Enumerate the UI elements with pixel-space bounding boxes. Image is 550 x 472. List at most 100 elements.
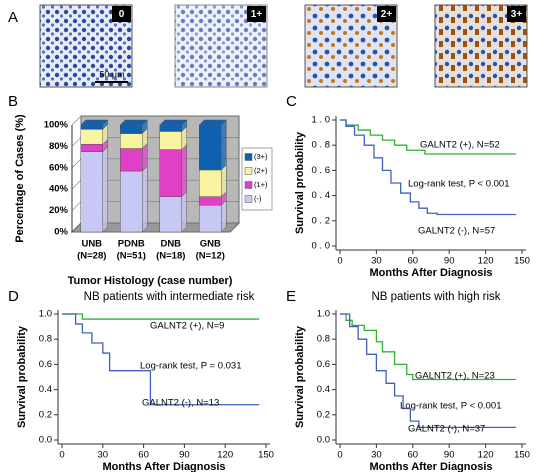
- y-axis-label: Percentage of Cases (%): [14, 114, 26, 243]
- bar-segment: [199, 124, 222, 171]
- annotation: Log-rank test, P = 0.031: [140, 361, 242, 372]
- label-box: [247, 6, 266, 22]
- bar-segment: [159, 131, 182, 150]
- legend-label: (3+): [254, 152, 268, 161]
- bar-side: [181, 191, 187, 233]
- y-axis-label: Survival probability: [16, 325, 28, 428]
- image-label: 1+: [251, 9, 263, 20]
- y-tick-label: 0.4: [39, 384, 52, 395]
- bar-side: [142, 165, 148, 233]
- annotation: Log-rank test, P < 0.001: [400, 401, 502, 412]
- y-tick-label: 0.8: [317, 334, 330, 345]
- legend-swatch: [244, 153, 253, 161]
- legend-label: (2+): [254, 166, 268, 175]
- bar-top: [159, 119, 188, 126]
- y-tick-label: 0 . 8: [312, 140, 331, 151]
- x-tick-label: 60: [408, 450, 419, 461]
- y-tick-label: 0.2: [39, 409, 52, 420]
- x-tick-label: 30: [371, 256, 382, 267]
- y-tick-label: 0 . 4: [312, 190, 331, 201]
- y-tick-label: 0.2: [317, 409, 330, 420]
- panel-letter: A: [8, 9, 18, 26]
- x-tick-label: 90: [444, 256, 455, 267]
- legend-label: (-): [254, 194, 262, 203]
- legend-swatch: [244, 167, 253, 175]
- x-tick-label: 0: [59, 450, 64, 461]
- x-tick-label: PDNB: [118, 239, 145, 250]
- y-tick-label: 0%: [54, 227, 68, 238]
- bar-segment: [80, 144, 103, 152]
- x-tick-label: 90: [179, 450, 190, 461]
- label-box: [112, 6, 131, 22]
- x-tick-note: (N=51): [117, 251, 146, 262]
- survival-curve: [62, 313, 260, 406]
- survival-curve: [340, 119, 516, 216]
- survival-curve: [340, 313, 516, 429]
- annotation: GALNT2 (-), N=13: [142, 398, 219, 409]
- bar-segment: [199, 169, 222, 197]
- annotation: GALNT2 (-), N=57: [418, 226, 495, 237]
- grid-line: [71, 115, 239, 126]
- y-tick-label: 0.0: [317, 435, 330, 446]
- y-tick-label: 0.8: [39, 334, 52, 345]
- x-tick-label: 120: [478, 450, 494, 461]
- survival-curve: [340, 313, 516, 381]
- survival-curve: [340, 119, 516, 155]
- annotation: GALNT2 (+), N=52: [420, 140, 500, 151]
- y-tick-label: 0 . 2: [312, 215, 331, 226]
- x-tick-label: 120: [217, 450, 233, 461]
- y-axis-label: Survival probability: [294, 131, 306, 234]
- chart-title: NB patients with high risk: [371, 291, 500, 303]
- y-tick-label: 1.0: [39, 309, 52, 320]
- bar-segment: [80, 124, 103, 130]
- x-tick-label: 150: [514, 450, 530, 461]
- bar-side: [102, 146, 108, 233]
- bar-segment: [159, 196, 182, 233]
- x-axis-label: Months After Diagnosis: [102, 461, 225, 472]
- y-tick-label: 100%: [44, 120, 69, 131]
- label-box: [507, 6, 526, 22]
- x-axis-label: Months After Diagnosis: [369, 461, 492, 472]
- x-tick-label: 30: [371, 450, 382, 461]
- annotation: Log-rank test, P < 0.001: [408, 179, 510, 190]
- annotation: GALNT2 (-), N=37: [408, 424, 485, 435]
- image-label: 2+: [381, 9, 393, 20]
- x-tick-label: GNB: [200, 239, 221, 250]
- panel-letter: D: [8, 288, 19, 305]
- x-tick-label: 60: [138, 450, 149, 461]
- bar-side: [221, 164, 227, 198]
- x-axis-label: Months After Diagnosis: [369, 267, 492, 279]
- bar-segment: [80, 129, 103, 145]
- y-tick-label: 80%: [49, 141, 69, 152]
- bar-segment: [120, 170, 143, 233]
- image-label: 3+: [511, 9, 523, 20]
- bar-segment: [120, 148, 143, 172]
- y-tick-label: 1 . 0: [312, 115, 331, 126]
- y-tick-label: 0 . 0: [312, 241, 331, 252]
- x-tick-label: DNB: [160, 239, 181, 250]
- bar-segment: [120, 133, 143, 149]
- bar-top: [198, 119, 227, 126]
- x-tick-label: 60: [408, 256, 419, 267]
- y-tick-label: 0 . 6: [312, 165, 331, 176]
- bar-segment: [199, 205, 222, 233]
- y-tick-label: 1.0: [317, 309, 330, 320]
- bar-segment: [199, 196, 222, 206]
- label-box: [377, 6, 396, 22]
- x-tick-label: 150: [258, 450, 274, 461]
- x-tick-label: 150: [514, 256, 530, 267]
- y-tick-label: 20%: [49, 205, 69, 216]
- x-tick-note: (N=12): [196, 251, 225, 262]
- y-tick-label: 0.6: [317, 359, 330, 370]
- x-tick-label: 0: [337, 450, 342, 461]
- bar-top: [80, 119, 109, 126]
- image-label: 0: [119, 9, 125, 20]
- panel-letter: C: [286, 93, 297, 110]
- bar-segment: [159, 149, 182, 197]
- panel-letter: E: [286, 288, 296, 305]
- y-tick-label: 40%: [49, 184, 69, 195]
- x-tick-note: (N=28): [77, 251, 106, 262]
- y-tick-label: 0.0: [39, 435, 52, 446]
- x-tick-label: 30: [98, 450, 109, 461]
